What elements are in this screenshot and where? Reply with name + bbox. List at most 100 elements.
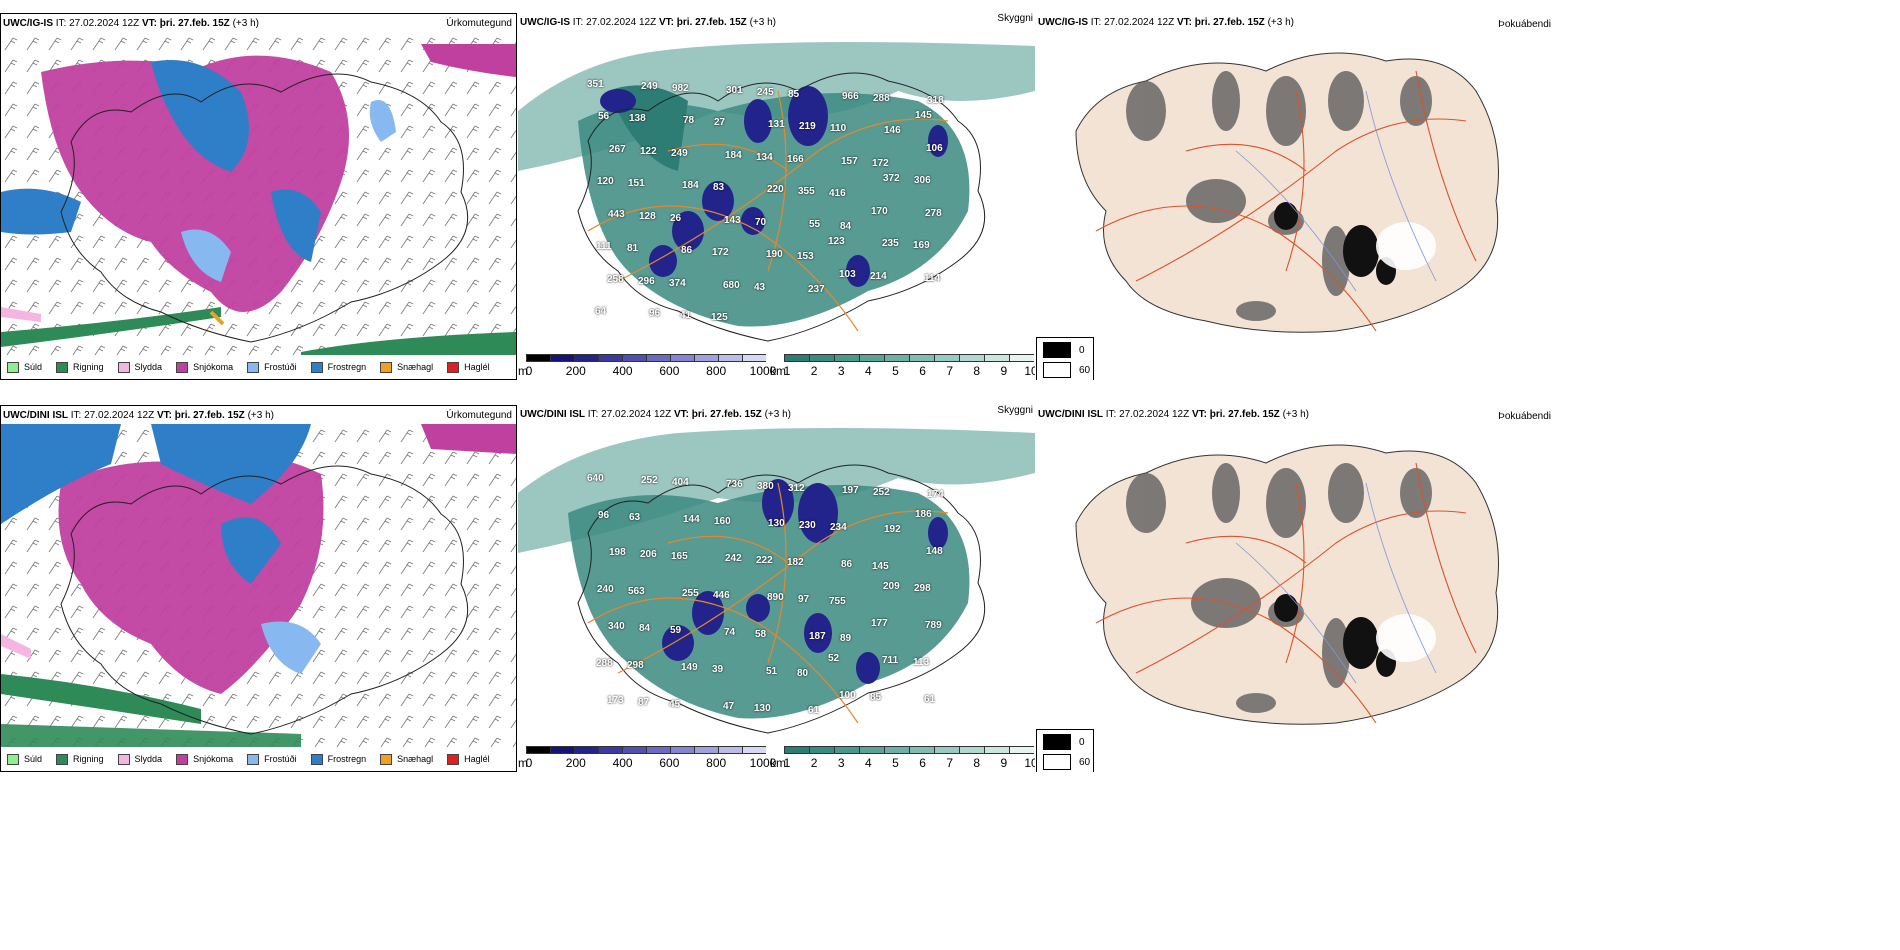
visibility-value-label: 145	[915, 110, 932, 122]
visibility-value-label: 84	[639, 623, 651, 634]
visibility-value-label: 78	[683, 115, 695, 127]
panel-title-fog: Þokuábendi	[1498, 411, 1551, 422]
colorbar-unit-m: m	[518, 756, 528, 770]
visibility-value-label: 153	[797, 251, 814, 263]
fog-legend: 0 60	[1036, 337, 1094, 380]
precip-legend: Súld Rigning Slydda Snjókoma Frostúði Fr…	[1, 747, 516, 771]
colorbar-segment	[934, 746, 959, 754]
visibility-value-label: 209	[883, 581, 900, 592]
colorbar-unit-km: km	[770, 756, 786, 770]
visibility-value-label: 55	[809, 218, 821, 230]
colorbar-tick-label: 4	[864, 756, 872, 770]
visibility-value-label: 39	[712, 664, 724, 675]
colorbar-tick-label: 2	[810, 756, 818, 770]
precip-legend: Súld Rigning Slydda Snjókoma Frostúði Fr…	[1, 355, 516, 379]
visibility-value-label: 245	[757, 86, 774, 98]
colorbar-segment	[526, 746, 550, 754]
panel-title-precip: Úrkomutegund	[446, 410, 512, 421]
visibility-value-label: 170	[871, 205, 888, 217]
colorbar-segment	[884, 354, 909, 362]
visibility-value-label: 711	[882, 655, 899, 666]
legend-item: Snæhagl	[380, 753, 433, 765]
visibility-value-label: 52	[828, 653, 840, 664]
colorbar-segment	[550, 354, 574, 362]
legend-item: Frostúði	[247, 361, 297, 373]
visibility-value-label: 252	[873, 487, 890, 498]
colorbar-segment	[1009, 354, 1034, 362]
colorbar-tick-label: 800	[706, 756, 727, 770]
legend-item: Slydda	[117, 361, 162, 373]
visibility-map-canvas	[518, 42, 1035, 342]
legend-item: Frostregn	[310, 753, 366, 765]
visibility-value-label: 130	[768, 518, 785, 529]
visibility-value-label: 340	[608, 621, 625, 632]
visibility-value-label: 146	[884, 125, 901, 137]
colorbar-tick-label: 600	[659, 364, 680, 378]
visibility-value-label: 966	[842, 90, 859, 102]
visibility-value-label: 355	[798, 186, 815, 198]
visibility-value-label: 214	[870, 270, 887, 282]
visibility-value-label: 301	[726, 84, 743, 96]
visibility-value-label: 26	[670, 212, 682, 224]
colorbar-tick-label: 2	[810, 364, 818, 378]
legend-item: Súld	[7, 753, 42, 765]
fog-map-canvas	[1075, 52, 1499, 333]
visibility-map-bottom: UWC/DINI ISL IT: 27.02.2024 12Z VT: þri.…	[518, 405, 1035, 772]
forecast-offset: (+3 h)	[232, 18, 259, 29]
colorbar-segment	[984, 746, 1009, 754]
legend-item: Súld	[7, 361, 42, 373]
visibility-value-label: 230	[799, 520, 816, 531]
colorbar-tick-label: 600	[659, 756, 680, 770]
precip-map-canvas	[1, 424, 516, 749]
visibility-value-label: 97	[798, 594, 810, 605]
precip-type-map-bottom: UWC/DINI ISL IT: 27.02.2024 12Z VT: þri.…	[0, 405, 517, 772]
colorbar-segment	[959, 746, 984, 754]
colorbar-segment	[784, 746, 809, 754]
visibility-value-label: 404	[672, 477, 689, 488]
colorbar-segment	[574, 354, 598, 362]
panel-title-precip: Úrkomutegund	[446, 18, 512, 29]
visibility-value-label: 240	[597, 584, 614, 595]
visibility-value-label: 96	[649, 308, 661, 320]
visibility-value-label: 249	[641, 80, 658, 92]
colorbar-tick-label: 6	[919, 364, 926, 378]
precip-type-map-top: UWC/IG-IS IT: 27.02.2024 12Z VT: þri. 27…	[0, 13, 517, 380]
visibility-value-label: 177	[871, 618, 888, 629]
visibility-value-label: 306	[914, 175, 931, 187]
visibility-value-label: 186	[915, 509, 932, 520]
legend-item: Slydda	[117, 753, 162, 765]
visibility-value-label: 113	[913, 657, 930, 668]
colorbar-segment	[694, 746, 718, 754]
visibility-colorbar-m: 0 200 400 600 800 1000	[526, 354, 776, 378]
visibility-value-label: 145	[872, 561, 889, 572]
colorbar-segment	[1009, 746, 1034, 754]
map-header: UWC/IG-IS IT: 27.02.2024 12Z VT: þri. 27…	[3, 18, 259, 29]
map-header: UWC/IG-IS IT: 27.02.2024 12Z VT: þri. 27…	[520, 17, 776, 28]
visibility-value-label: 252	[641, 475, 658, 486]
visibility-value-label: 982	[672, 82, 689, 94]
panel-title-visibility: Skyggni	[997, 405, 1033, 416]
colorbar-tick-label: 8	[973, 756, 981, 770]
visibility-value-label: 172	[872, 157, 889, 169]
colorbar-tick-label: 7	[946, 756, 953, 770]
colorbar-segment	[809, 746, 834, 754]
visibility-value-label: 143	[724, 214, 741, 226]
colorbar-tick-label: 7	[946, 364, 953, 378]
colorbar-tick-label: 1	[783, 756, 791, 770]
visibility-value-label: 87	[638, 697, 650, 708]
colorbar-tick-label: 8	[973, 364, 981, 378]
visibility-map-top: UWC/IG-IS IT: 27.02.2024 12Z VT: þri. 27…	[518, 13, 1035, 380]
visibility-value-label: 222	[756, 555, 773, 566]
visibility-value-label: 80	[797, 668, 809, 679]
visibility-value-label: 100	[839, 690, 856, 701]
colorbar-tick-label: 5	[892, 364, 899, 378]
colorbar-segment	[574, 746, 598, 754]
valid-time: þri. 27.feb. 15Z	[159, 18, 230, 29]
colorbar-segment	[742, 746, 766, 754]
visibility-value-label: 165	[671, 551, 688, 562]
legend-item: Snæhagl	[380, 361, 433, 373]
colorbar-segment	[959, 354, 984, 362]
visibility-value-label: 74	[724, 627, 736, 638]
visibility-value-label: 380	[757, 481, 774, 492]
visibility-value-label: 298	[627, 660, 644, 671]
